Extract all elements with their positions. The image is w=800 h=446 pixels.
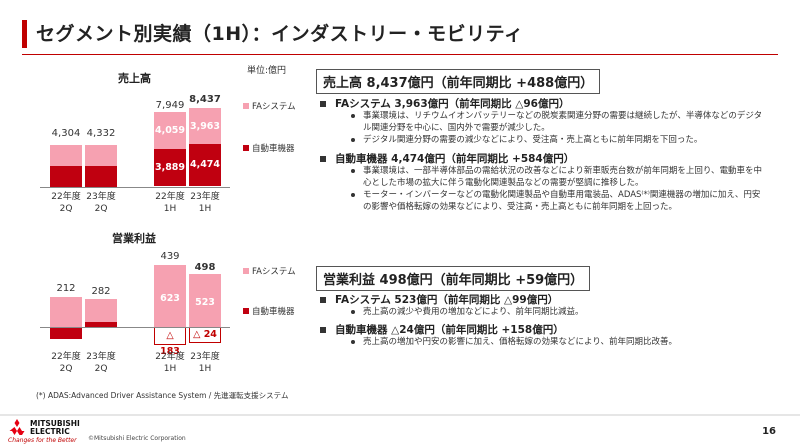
mitsubishi-logo-icon	[9, 419, 25, 435]
sales-auto-bullet: モーター・インバーターなどの電動化関連製品や自動車用電装品、ADAS⁽*⁾関連機…	[351, 189, 766, 213]
profit-category-label: 22年度 2Q	[51, 352, 81, 374]
sales-fa-heading: FAシステム 3,963億円（前年同期比 △96億円）	[320, 96, 570, 111]
profit-auto-heading: 自動車機器 △24億円（前年同期比 +158億円）	[320, 322, 564, 337]
brand-tagline: Changes for the Better	[8, 437, 77, 444]
sales-bar-auto	[50, 166, 82, 187]
page-title: セグメント別実績（1H）：インダストリー・モビリティ	[36, 23, 524, 45]
profit-auto-negative-box: △ 183	[154, 327, 186, 357]
sales-bar-auto	[189, 144, 221, 186]
profit-bar-auto	[85, 322, 117, 327]
profit-total-label: 498	[194, 262, 216, 273]
sales-fa-value: 3,963	[189, 121, 221, 132]
sales-bar-auto	[85, 166, 117, 187]
profit-bar-fa	[50, 297, 82, 327]
legend-auto-swatch	[243, 145, 249, 151]
sales-auto-value: 4,474	[189, 159, 221, 170]
profit-bar-fa	[154, 265, 186, 327]
sales-fa-bullet: 事業環境は、リチウムイオンバッテリーなどの脱炭素関連分野の需要は継続したが、半導…	[351, 110, 766, 134]
bullet-dot-icon	[351, 138, 355, 142]
profit-fa-bullet: 売上高の減少や費用の増加などにより、前年同期比減益。	[351, 306, 766, 318]
legend-auto: 自動車機器	[243, 142, 295, 154]
sales-summary-header: 売上高 8,437億円（前年同期比 +488億円）	[316, 69, 601, 94]
sales-bar-auto	[154, 149, 186, 186]
sales-total-label: 4,332	[86, 128, 116, 139]
sales-category-label: 22年度 2Q	[51, 192, 81, 214]
bullet-dot-icon	[351, 169, 355, 173]
bullet-dot-icon	[351, 193, 355, 197]
sales-auto-bullet: 事業環境は、一部半導体部品の需給状況の改善などにより新車販売台数が前年同期を上回…	[351, 165, 766, 189]
copyright: ©Mitsubishi Electric Corporation	[88, 435, 186, 442]
footnote: (*) ADAS:Advanced Driver Assistance Syst…	[36, 391, 289, 400]
square-bullet-icon	[320, 296, 326, 303]
page-number: 16	[762, 426, 776, 437]
title-divider	[22, 54, 778, 55]
profit-fa-heading: FAシステム 523億円（前年同期比 △99億円）	[320, 292, 558, 307]
profit-summary-header: 営業利益 498億円（前年同期比 +59億円）	[316, 266, 591, 291]
sales-total-label: 7,949	[155, 100, 185, 111]
legend-fa-swatch	[243, 103, 249, 109]
title-accent-bar	[22, 20, 27, 48]
profit-category-label: 23年度 2Q	[86, 352, 116, 374]
square-bullet-icon	[320, 155, 326, 162]
sales-auto-heading: 自動車機器 4,474億円（前年同期比 +584億円）	[320, 151, 574, 166]
bullet-dot-icon	[351, 114, 355, 118]
sales-baseline	[40, 187, 230, 188]
logo-wordmark: MITSUBISHI ELECTRIC	[30, 419, 80, 436]
footer-divider	[0, 414, 800, 416]
profit-category-label: 23年度 1H	[190, 352, 220, 374]
sales-total-label: 8,437	[189, 94, 221, 105]
sales-fa-value: 4,059	[154, 125, 186, 136]
profit-bar-fa	[189, 274, 221, 327]
bullet-dot-icon	[351, 310, 355, 314]
sales-bar-fa	[50, 145, 82, 166]
sales-chart-label: 売上高	[118, 72, 151, 85]
square-bullet-icon	[320, 100, 326, 107]
profit-fa-value: 523	[195, 297, 215, 308]
sales-bar-fa	[189, 108, 221, 144]
bullet-dot-icon	[351, 340, 355, 344]
sales-category-label: 23年度 1H	[190, 192, 220, 214]
profit-chart-label: 営業利益	[112, 232, 156, 245]
sales-category-label: 23年度 2Q	[86, 192, 116, 214]
sales-auto-value: 3,889	[154, 162, 186, 173]
sales-fa-bullet: デジタル関連分野の需要の減少などにより、受注高・売上高ともに前年同期を下回った。	[351, 134, 766, 146]
profit-baseline	[40, 327, 230, 328]
profit-fa-value: 623	[160, 293, 180, 304]
legend-fa: FAシステム	[243, 265, 296, 277]
profit-total-label: 439	[160, 251, 180, 262]
sales-bar-fa	[85, 145, 117, 166]
unit-label: 単位:億円	[247, 66, 287, 76]
legend-auto-swatch	[243, 308, 249, 314]
profit-category-label: 22年度 1H	[155, 352, 185, 374]
square-bullet-icon	[320, 326, 326, 333]
sales-total-label: 4,304	[51, 128, 81, 139]
profit-total-label: 282	[91, 286, 111, 297]
profit-total-label: 212	[56, 283, 76, 294]
profit-bar-auto	[50, 327, 82, 339]
profit-auto-negative-box: △ 24	[189, 327, 221, 343]
profit-auto-bullet: 売上高の増加や円安の影響に加え、価格転嫁の効果などにより、前年同期比改善。	[351, 336, 766, 348]
legend-fa-swatch	[243, 268, 249, 274]
sales-category-label: 22年度 1H	[155, 192, 185, 214]
legend-auto: 自動車機器	[243, 305, 295, 317]
sales-bar-fa	[154, 112, 186, 149]
legend-fa: FAシステム	[243, 100, 296, 112]
